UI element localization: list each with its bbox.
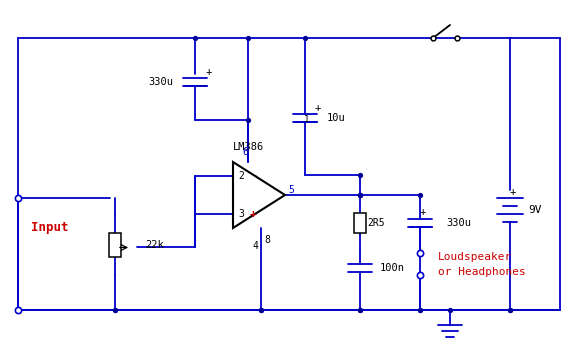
Text: Loudspeaker: Loudspeaker	[438, 252, 512, 262]
Text: 10u: 10u	[327, 113, 346, 123]
Text: +: +	[510, 187, 516, 197]
Polygon shape	[233, 162, 285, 228]
Text: +: +	[206, 67, 212, 77]
Text: +: +	[420, 207, 426, 217]
Text: 5: 5	[288, 185, 294, 195]
Text: +: +	[315, 103, 321, 113]
Text: 1: 1	[304, 115, 310, 125]
Text: LM386: LM386	[233, 142, 265, 152]
Text: 2R5: 2R5	[367, 218, 385, 227]
Text: 22k: 22k	[145, 240, 164, 250]
Text: -: -	[251, 169, 259, 183]
Text: 6: 6	[242, 147, 248, 157]
Text: Input: Input	[31, 221, 69, 235]
Text: 3: 3	[238, 209, 244, 219]
Text: 2: 2	[238, 171, 244, 181]
Bar	[109, 232, 121, 257]
Bar	[354, 213, 366, 232]
Text: 4: 4	[252, 241, 258, 251]
Text: 8: 8	[264, 235, 270, 245]
Text: +: +	[250, 209, 257, 219]
Text: or Headphones: or Headphones	[438, 267, 526, 277]
Text: 100n: 100n	[380, 263, 405, 273]
Text: 330u: 330u	[446, 218, 471, 228]
Text: 330u: 330u	[148, 77, 173, 87]
Text: 9V: 9V	[528, 205, 541, 215]
